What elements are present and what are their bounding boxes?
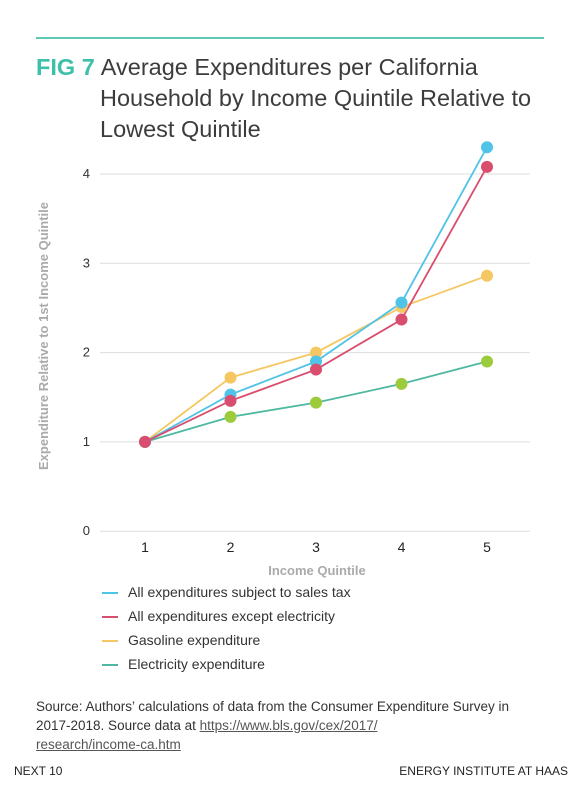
x-tick-label: 1 [141, 539, 149, 555]
data-point-s3-3 [310, 346, 322, 359]
legend-swatch [102, 664, 118, 666]
title-line-3: Lowest Quintile [100, 116, 261, 142]
data-point-s2-3 [310, 363, 322, 376]
y-tick-label: 4 [83, 166, 90, 181]
legend-label: All expenditures except electricity [128, 608, 335, 624]
y-tick-label: 2 [83, 345, 90, 360]
legend-label: Electricity expenditure [128, 656, 265, 672]
title-line-1: Average Expenditures per California [100, 54, 478, 80]
x-tick-label: 2 [227, 539, 235, 555]
y-tick-label: 0 [83, 523, 90, 538]
data-point-s4-3 [310, 396, 322, 409]
data-point-s2-2 [224, 394, 237, 407]
legend-swatch [102, 640, 118, 642]
legend-label: Gasoline expenditure [128, 632, 261, 648]
data-point-s1-5 [481, 141, 493, 154]
data-point-s3-5 [481, 269, 493, 282]
source-note: Source: Authors’ calculations of data fr… [36, 697, 536, 754]
x-tick-label: 3 [312, 539, 320, 555]
series-points [139, 141, 493, 448]
source-link-line-2: research/income-ca.htm [36, 737, 181, 752]
figure-label: FIG 7 [36, 54, 95, 80]
top-rule [36, 37, 544, 39]
footer-right: ENERGY INSTITUTE AT HAAS [399, 764, 568, 778]
legend-item-3: Gasoline expenditure [102, 628, 351, 652]
data-point-s4-5 [481, 355, 493, 368]
y-tick-label: 3 [83, 255, 90, 270]
data-point-s3-2 [224, 371, 237, 384]
x-tick-label: 5 [483, 539, 491, 555]
legend-item-2: All expenditures except electricity [102, 604, 351, 628]
legend-swatch [102, 616, 118, 618]
data-point-s4-2 [224, 410, 237, 423]
title-line-2: Household by Income Quintile Relative to [100, 85, 532, 111]
data-point-s2-5 [481, 160, 493, 173]
chart-legend: All expenditures subject to sales tax All… [102, 580, 351, 676]
legend-swatch [102, 592, 118, 594]
figure-title: FIG 7 Average Expenditures per California… [36, 52, 536, 145]
source-link[interactable]: https://www.bls.gov/cex/2017/research/in… [36, 718, 377, 752]
legend-item-1: All expenditures subject to sales tax [102, 580, 351, 604]
source-link-line-1: https://www.bls.gov/cex/2017/ [199, 718, 378, 733]
x-axis-label: Income Quintile [268, 563, 366, 578]
y-tick-labels: 0 1 2 3 4 [83, 166, 90, 538]
legend-label: All expenditures subject to sales tax [128, 584, 351, 600]
y-axis-label: Expenditure Relative to 1st Income Quint… [36, 202, 51, 470]
y-tick-label: 1 [83, 434, 90, 449]
data-point-s4-4 [395, 377, 408, 390]
x-tick-labels: 1 2 3 4 5 [141, 539, 491, 555]
source-text: Source: Authors’ calculations of data fr… [36, 699, 509, 733]
legend-item-4: Electricity expenditure [102, 652, 351, 676]
x-tick-label: 4 [398, 539, 406, 555]
data-point-s2-1 [139, 435, 151, 448]
data-point-s2-4 [395, 313, 408, 326]
footer-left: NEXT 10 [14, 764, 63, 778]
data-point-s1-4 [395, 296, 408, 309]
